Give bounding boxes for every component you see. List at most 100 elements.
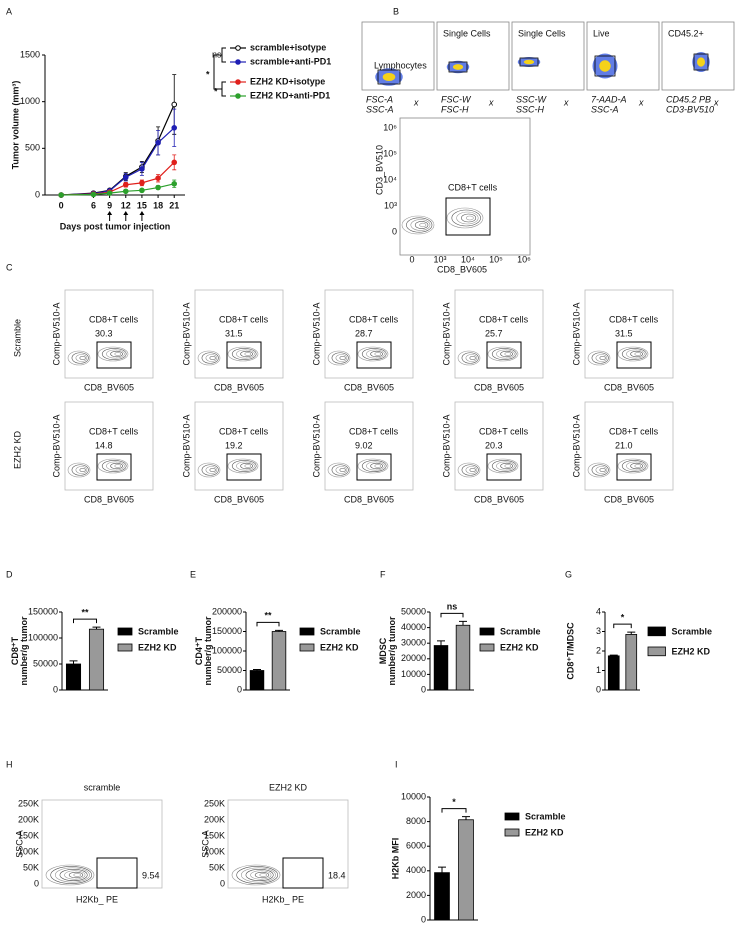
y-axis-label: SSC-A: [366, 104, 394, 114]
gate-label: CD8+T cells: [479, 314, 529, 324]
contour: [231, 864, 281, 886]
x-tick-label: 9: [107, 200, 112, 210]
legend-swatch: [117, 627, 133, 636]
contour: [240, 867, 276, 883]
x-axis-label: CD45.2 PB: [666, 94, 711, 104]
contour: [591, 464, 609, 476]
legend-swatch: [117, 643, 133, 652]
gate: [486, 341, 522, 369]
y-tick-label: 150000: [212, 626, 242, 636]
y-tick-label: 100K: [18, 846, 39, 856]
gate: [96, 857, 138, 889]
bracket: [221, 81, 226, 97]
gate: [356, 341, 392, 369]
contour: [414, 221, 429, 229]
contour: [240, 462, 253, 470]
axis-separator: x: [488, 97, 494, 107]
contour: [487, 458, 519, 474]
contour: [197, 462, 221, 478]
bar: [455, 624, 471, 691]
x-tick-label: 15: [137, 200, 147, 210]
bar: [434, 872, 450, 921]
contour: [451, 209, 481, 227]
y-axis-label: SSC-A: [200, 830, 210, 858]
y-axis-label: CD3-BV510: [666, 104, 714, 114]
x-axis-label: CD8_BV605: [604, 382, 654, 392]
gate-label: CD8+T cells: [349, 426, 399, 436]
flow-frame: [227, 799, 349, 889]
legend-marker: [235, 79, 241, 85]
y-tick-label: 1: [596, 665, 601, 675]
significance: ns: [447, 602, 458, 612]
contour: [361, 348, 387, 360]
y-tick-label: 10³: [384, 200, 397, 210]
flow-frame: [511, 21, 585, 91]
gate: [282, 857, 324, 889]
legend-label: EZH2 KD: [525, 827, 564, 837]
arrow-head: [107, 211, 113, 215]
gate: [486, 453, 522, 481]
x-axis-label: 7-AAD-A: [591, 94, 627, 104]
contour: [457, 462, 481, 478]
y-tick-label: 0: [53, 684, 58, 694]
x-axis-label: CD8_BV605: [84, 494, 134, 504]
y-tick-label: 4: [596, 606, 601, 616]
density-core: [599, 60, 611, 72]
contour: [67, 350, 91, 366]
legend-label: EZH2 KD: [138, 642, 177, 652]
error-bar: [92, 626, 101, 630]
contour: [97, 346, 129, 362]
y-tick-label: 10⁴: [383, 174, 397, 184]
contour: [73, 873, 81, 877]
contour: [357, 346, 389, 362]
contour: [461, 464, 479, 476]
y-tick-label: 2: [596, 645, 601, 655]
significance-bracket: [613, 623, 632, 629]
contour: [209, 467, 216, 473]
error-bar: [275, 629, 283, 632]
y-tick-label: 50000: [33, 658, 58, 668]
y-tick-label: 0: [421, 684, 426, 694]
x-axis-label: CD8_BV605: [214, 494, 264, 504]
y-tick-label: 50K: [23, 862, 39, 872]
contour: [361, 460, 387, 472]
y-tick-label: 1500: [20, 49, 40, 59]
contour: [114, 464, 122, 468]
contour: [595, 466, 608, 474]
arrow-head: [139, 211, 145, 215]
contour: [487, 346, 519, 362]
x-axis-label: H2Kb_ PE: [262, 894, 304, 904]
contour: [366, 349, 385, 359]
gate: [226, 341, 262, 369]
gate-percent: 9.54: [142, 870, 160, 880]
y-axis-label: number/g tumor: [387, 616, 397, 685]
legend-label: Scramble: [320, 626, 361, 636]
gate: [693, 53, 709, 71]
contour: [374, 352, 382, 356]
contour: [245, 868, 274, 882]
error-bar: [437, 640, 445, 646]
y-tick-label: 0: [237, 684, 242, 694]
contour: [259, 873, 267, 877]
y-axis-label: Comp-BV510-A: [441, 302, 451, 365]
legend-swatch: [504, 812, 520, 821]
contour: [634, 352, 642, 356]
contour: [244, 464, 252, 468]
contour: [327, 462, 351, 478]
marker: [122, 181, 129, 188]
gate-percent: 30.3: [95, 328, 113, 338]
y-tick-label: 250K: [18, 798, 39, 808]
contour: [587, 350, 611, 366]
row-label: EZH2 KD: [12, 430, 22, 469]
contour: [227, 458, 259, 474]
significance-bracket: [441, 808, 467, 813]
marker: [90, 191, 97, 198]
x-axis-label: CD8_BV605: [344, 494, 394, 504]
marker: [171, 125, 178, 131]
gate: [356, 453, 392, 481]
y-tick-label: 250K: [204, 798, 225, 808]
gate-label: CD8+T cells: [479, 426, 529, 436]
significance-bracket: [440, 612, 464, 618]
density-core: [382, 73, 396, 81]
